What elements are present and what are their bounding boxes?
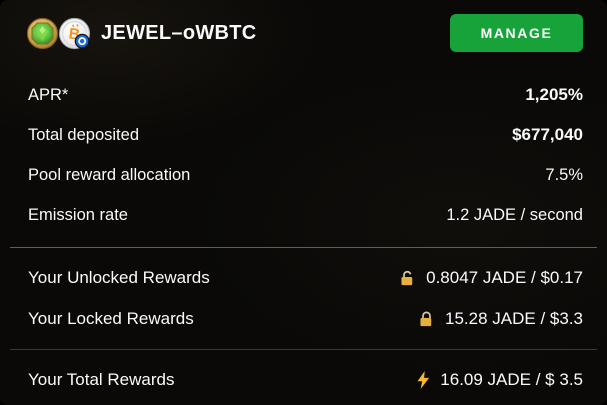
lock-icon [420,311,432,326]
unlocked-rewards-value-group: 0.8047 JADE / $0.17 [399,268,583,288]
apr-label: APR* [28,85,69,104]
unlock-icon [401,270,413,285]
total-rewards-label: Your Total Rewards [28,369,175,389]
total-divider [10,349,597,350]
pool-stats: APR* 1,205% Total deposited $677,040 Poo… [0,75,607,235]
token-pair-icons: B [26,17,91,50]
apr-value: 1,205% [525,85,583,104]
stat-row-emission-rate: Emission rate 1.2 JADE / second [0,195,607,235]
total-deposited-label: Total deposited [28,125,139,144]
total-rewards-section: Your Total Rewards 16.09 JADE / $ 3.5 [0,350,607,400]
total-deposited-value: $677,040 [512,125,583,144]
owbtc-token-icon: B [58,17,91,49]
rewards-section: Your Unlocked Rewards 0.8047 JADE / $0.1… [0,248,607,339]
stat-row-pool-allocation: Pool reward allocation 7.5% [0,155,607,195]
locked-rewards-label: Your Locked Rewards [28,308,194,328]
emission-rate-value: 1.2 JADE / second [446,205,583,224]
lightning-icon [417,370,430,389]
locked-rewards-value: 15.28 JADE / $3.3 [445,308,583,328]
locked-rewards-value-group: 15.28 JADE / $3.3 [418,309,583,329]
unlocked-rewards-label: Your Unlocked Rewards [28,267,210,287]
total-rewards-value-group: 16.09 JADE / $ 3.5 [417,370,583,390]
total-rewards-value: 16.09 JADE / $ 3.5 [440,369,583,389]
rewards-divider [10,247,597,248]
stat-row-total-deposited: Total deposited $677,040 [0,115,607,155]
jewel-token-icon [26,17,59,49]
pool-header: B JEWEL–oWBTC MANAGE [0,0,607,54]
unlocked-rewards-row: Your Unlocked Rewards 0.8047 JADE / $0.1… [0,257,607,298]
pool-pair-title: JEWEL–oWBTC [101,21,257,44]
total-rewards-row: Your Total Rewards 16.09 JADE / $ 3.5 [0,359,607,400]
locked-rewards-row: Your Locked Rewards 15.28 JADE / $3.3 [0,298,607,339]
pool-allocation-label: Pool reward allocation [28,165,191,184]
manage-button[interactable]: MANAGE [450,14,583,52]
unlocked-rewards-value: 0.8047 JADE / $0.17 [426,267,583,287]
emission-rate-label: Emission rate [28,205,128,224]
pool-allocation-value: 7.5% [545,165,583,184]
stat-row-apr: APR* 1,205% [0,75,607,115]
